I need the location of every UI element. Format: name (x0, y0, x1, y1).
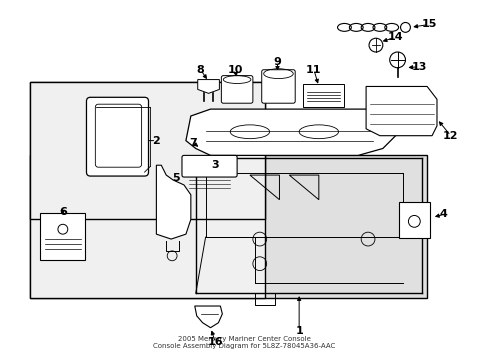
Bar (30, 156, 426, 298)
Text: 15: 15 (421, 19, 436, 30)
Text: 11: 11 (305, 65, 321, 75)
FancyBboxPatch shape (221, 76, 252, 103)
Text: 2: 2 (152, 136, 160, 145)
Text: 14: 14 (387, 32, 403, 42)
Text: 3: 3 (211, 160, 219, 170)
Polygon shape (156, 165, 190, 239)
Text: 8: 8 (196, 65, 204, 75)
Text: 2005 Mercury Mariner Center Console
Console Assembly Diagram for 5L8Z-78045A36-A: 2005 Mercury Mariner Center Console Cons… (153, 336, 334, 349)
Polygon shape (366, 86, 436, 136)
Text: 7: 7 (188, 138, 196, 148)
Text: 12: 12 (442, 131, 458, 141)
Bar (30, 82, 264, 298)
Text: 10: 10 (227, 65, 243, 75)
FancyBboxPatch shape (40, 213, 85, 260)
FancyBboxPatch shape (398, 202, 429, 238)
FancyBboxPatch shape (261, 70, 295, 103)
Polygon shape (197, 80, 219, 93)
FancyBboxPatch shape (182, 156, 237, 177)
FancyBboxPatch shape (86, 97, 148, 176)
Text: 1: 1 (295, 326, 303, 336)
FancyBboxPatch shape (303, 84, 344, 107)
Polygon shape (185, 109, 395, 156)
Text: 5: 5 (172, 173, 180, 183)
Bar (30, 82, 264, 219)
Text: 13: 13 (411, 62, 426, 72)
Text: 16: 16 (207, 337, 223, 347)
Polygon shape (194, 306, 222, 328)
Text: 4: 4 (439, 210, 447, 220)
FancyBboxPatch shape (95, 104, 142, 167)
Text: 6: 6 (59, 207, 67, 216)
Text: 9: 9 (273, 57, 281, 67)
